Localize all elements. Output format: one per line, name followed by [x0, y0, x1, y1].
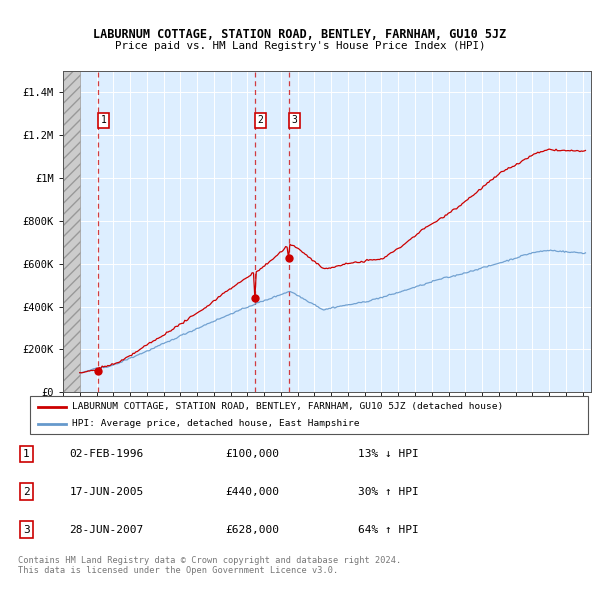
- Text: HPI: Average price, detached house, East Hampshire: HPI: Average price, detached house, East…: [72, 419, 359, 428]
- Text: 2: 2: [257, 115, 263, 125]
- Text: £100,000: £100,000: [225, 449, 279, 459]
- Text: 3: 3: [292, 115, 298, 125]
- Text: 2: 2: [23, 487, 30, 497]
- Text: 28-JUN-2007: 28-JUN-2007: [70, 525, 144, 535]
- FancyBboxPatch shape: [30, 396, 588, 434]
- Text: 17-JUN-2005: 17-JUN-2005: [70, 487, 144, 497]
- Text: £628,000: £628,000: [225, 525, 279, 535]
- Bar: [63, 71, 80, 392]
- Text: 30% ↑ HPI: 30% ↑ HPI: [358, 487, 418, 497]
- Text: 1: 1: [23, 449, 30, 459]
- Text: £440,000: £440,000: [225, 487, 279, 497]
- Text: 1: 1: [101, 115, 106, 125]
- Text: LABURNUM COTTAGE, STATION ROAD, BENTLEY, FARNHAM, GU10 5JZ (detached house): LABURNUM COTTAGE, STATION ROAD, BENTLEY,…: [72, 402, 503, 411]
- Text: 3: 3: [23, 525, 30, 535]
- Text: Price paid vs. HM Land Registry's House Price Index (HPI): Price paid vs. HM Land Registry's House …: [115, 41, 485, 51]
- Text: 64% ↑ HPI: 64% ↑ HPI: [358, 525, 418, 535]
- Text: 13% ↓ HPI: 13% ↓ HPI: [358, 449, 418, 459]
- Text: Contains HM Land Registry data © Crown copyright and database right 2024.
This d: Contains HM Land Registry data © Crown c…: [18, 556, 401, 575]
- Text: LABURNUM COTTAGE, STATION ROAD, BENTLEY, FARNHAM, GU10 5JZ: LABURNUM COTTAGE, STATION ROAD, BENTLEY,…: [94, 28, 506, 41]
- Text: 02-FEB-1996: 02-FEB-1996: [70, 449, 144, 459]
